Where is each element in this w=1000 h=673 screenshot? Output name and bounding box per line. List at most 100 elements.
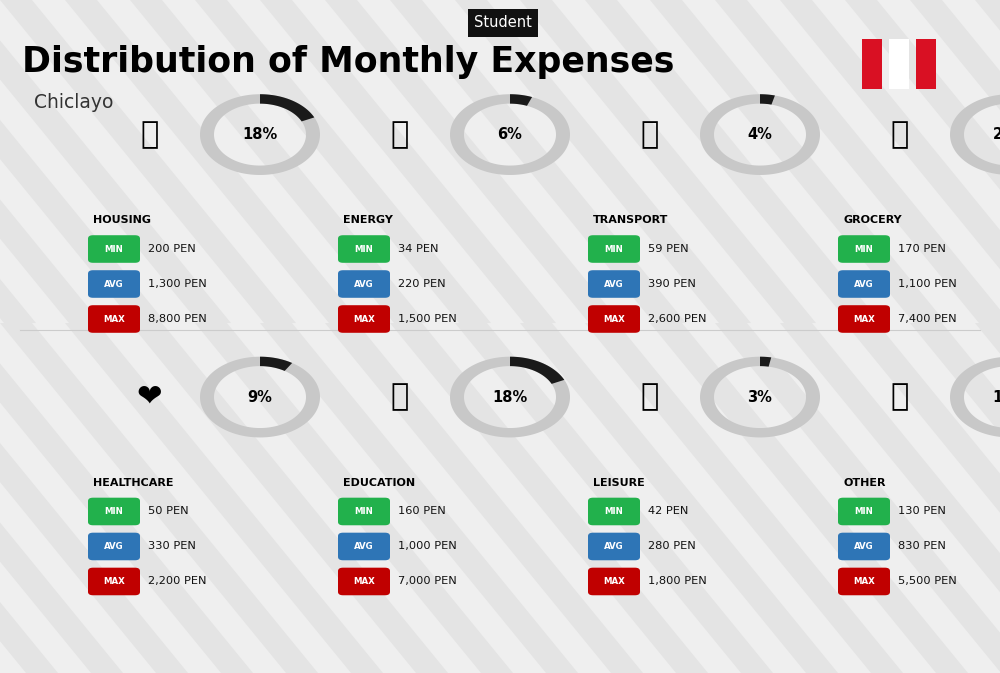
FancyBboxPatch shape <box>338 498 390 526</box>
Polygon shape <box>0 0 296 323</box>
Text: TRANSPORT: TRANSPORT <box>593 215 668 225</box>
Polygon shape <box>760 94 775 104</box>
FancyBboxPatch shape <box>838 568 890 596</box>
Polygon shape <box>780 323 1000 673</box>
Text: MIN: MIN <box>855 244 873 254</box>
Polygon shape <box>260 94 314 121</box>
Polygon shape <box>130 323 448 673</box>
Text: 1,500 PEN: 1,500 PEN <box>398 314 457 324</box>
Text: 34 PEN: 34 PEN <box>398 244 438 254</box>
Polygon shape <box>845 0 1000 323</box>
Text: 2,600 PEN: 2,600 PEN <box>648 314 706 324</box>
Polygon shape <box>325 323 643 673</box>
Text: MIN: MIN <box>355 507 373 516</box>
Polygon shape <box>455 323 773 673</box>
FancyBboxPatch shape <box>838 498 890 526</box>
Polygon shape <box>780 0 1000 323</box>
FancyBboxPatch shape <box>838 305 890 332</box>
FancyBboxPatch shape <box>88 270 140 297</box>
Text: Student: Student <box>474 15 532 30</box>
Text: AVG: AVG <box>104 279 124 289</box>
FancyBboxPatch shape <box>838 270 890 297</box>
Text: 220 PEN: 220 PEN <box>398 279 446 289</box>
Text: MAX: MAX <box>603 577 625 586</box>
Text: MAX: MAX <box>353 577 375 586</box>
Text: 9%: 9% <box>248 390 272 404</box>
Text: 59 PEN: 59 PEN <box>648 244 689 254</box>
FancyBboxPatch shape <box>338 270 390 297</box>
FancyBboxPatch shape <box>88 305 140 332</box>
Text: 🛍️: 🛍️ <box>641 382 659 412</box>
Text: 🎓: 🎓 <box>391 382 409 412</box>
Polygon shape <box>450 94 570 175</box>
Polygon shape <box>390 0 686 323</box>
Polygon shape <box>200 357 320 437</box>
Text: 5,500 PEN: 5,500 PEN <box>898 577 957 586</box>
Polygon shape <box>195 0 491 323</box>
Polygon shape <box>0 323 188 673</box>
Polygon shape <box>455 0 751 323</box>
Polygon shape <box>0 0 36 323</box>
Polygon shape <box>650 323 968 673</box>
Polygon shape <box>950 357 1000 437</box>
Text: AVG: AVG <box>854 542 874 551</box>
Text: MIN: MIN <box>855 507 873 516</box>
Text: 4%: 4% <box>748 127 772 142</box>
Text: MIN: MIN <box>105 507 123 516</box>
Text: 200 PEN: 200 PEN <box>148 244 196 254</box>
FancyBboxPatch shape <box>588 305 640 332</box>
Text: MIN: MIN <box>605 244 623 254</box>
Text: 18%: 18% <box>242 127 278 142</box>
Text: MAX: MAX <box>853 577 875 586</box>
Text: AVG: AVG <box>604 542 624 551</box>
Polygon shape <box>650 0 946 323</box>
Text: MIN: MIN <box>605 507 623 516</box>
Polygon shape <box>260 323 578 673</box>
Text: GROCERY: GROCERY <box>843 215 902 225</box>
Polygon shape <box>260 357 292 371</box>
Polygon shape <box>0 323 253 673</box>
Text: 42 PEN: 42 PEN <box>648 507 688 516</box>
FancyBboxPatch shape <box>88 235 140 262</box>
Polygon shape <box>0 323 58 673</box>
Text: 830 PEN: 830 PEN <box>898 542 946 551</box>
Text: 330 PEN: 330 PEN <box>148 542 196 551</box>
Text: 1,000 PEN: 1,000 PEN <box>398 542 457 551</box>
Text: EDUCATION: EDUCATION <box>343 478 415 488</box>
Polygon shape <box>700 357 820 437</box>
FancyBboxPatch shape <box>862 38 882 90</box>
Text: 👜: 👜 <box>891 382 909 412</box>
Text: OTHER: OTHER <box>843 478 886 488</box>
Polygon shape <box>975 323 1000 673</box>
Text: 🏢: 🏢 <box>141 120 159 149</box>
Text: ENERGY: ENERGY <box>343 215 393 225</box>
Text: 🚌: 🚌 <box>641 120 659 149</box>
Text: MIN: MIN <box>355 244 373 254</box>
Text: MAX: MAX <box>103 314 125 324</box>
Polygon shape <box>715 323 1000 673</box>
Text: ❤️: ❤️ <box>137 382 163 412</box>
Text: 3%: 3% <box>748 390 772 404</box>
Polygon shape <box>975 0 1000 323</box>
Text: 1,300 PEN: 1,300 PEN <box>148 279 207 289</box>
Polygon shape <box>910 323 1000 673</box>
Text: AVG: AVG <box>104 542 124 551</box>
Polygon shape <box>65 0 361 323</box>
Text: 8,800 PEN: 8,800 PEN <box>148 314 207 324</box>
Polygon shape <box>910 0 1000 323</box>
FancyBboxPatch shape <box>838 235 890 262</box>
FancyBboxPatch shape <box>338 235 390 262</box>
Text: 18%: 18% <box>992 390 1000 404</box>
Polygon shape <box>0 0 166 323</box>
FancyBboxPatch shape <box>88 533 140 560</box>
Text: HEALTHCARE: HEALTHCARE <box>93 478 174 488</box>
Polygon shape <box>0 323 318 673</box>
Text: 170 PEN: 170 PEN <box>898 244 946 254</box>
Text: Chiclayo: Chiclayo <box>34 93 113 112</box>
FancyBboxPatch shape <box>338 305 390 332</box>
Text: 7,400 PEN: 7,400 PEN <box>898 314 957 324</box>
Text: MAX: MAX <box>853 314 875 324</box>
Polygon shape <box>700 94 820 175</box>
FancyBboxPatch shape <box>588 270 640 297</box>
Polygon shape <box>325 0 621 323</box>
